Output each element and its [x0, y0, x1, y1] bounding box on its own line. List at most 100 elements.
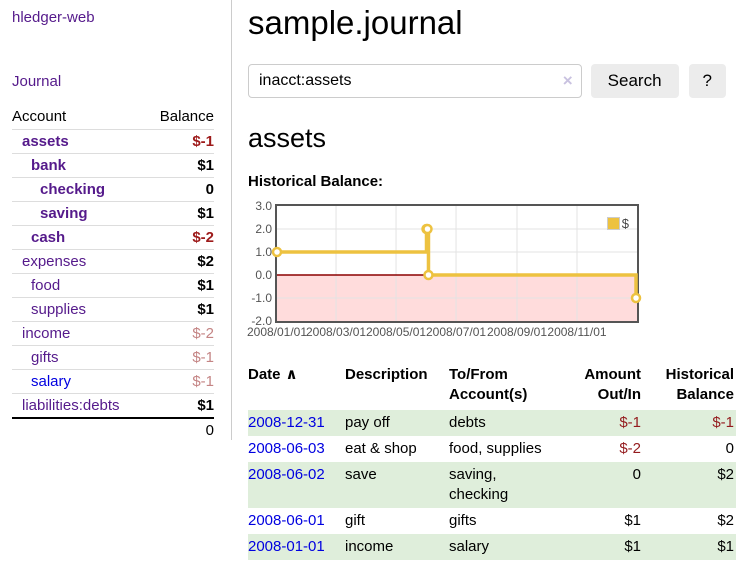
account-link[interactable]: income: [22, 325, 71, 342]
y-tick-label: 3.0: [255, 198, 272, 213]
y-tick-label: -2.0: [251, 313, 272, 328]
account-row: assets $-1: [12, 129, 214, 154]
transaction-balance: 0: [725, 439, 734, 457]
account-balance: $1: [146, 153, 214, 178]
account-link[interactable]: liabilities:debts: [22, 397, 120, 414]
data-point-marker: [271, 246, 283, 258]
transaction-balance: $-1: [712, 413, 734, 431]
account-link[interactable]: salary: [31, 373, 72, 390]
transaction-description: gift: [345, 511, 366, 529]
account-link[interactable]: checking: [40, 181, 106, 198]
legend-swatch-icon: [606, 216, 620, 230]
transaction-accounts: salary: [449, 537, 490, 555]
sidebar: hledger-web Journal Account Balance asse…: [0, 0, 232, 442]
transaction-description: eat & shop: [345, 439, 417, 457]
transaction-balance: $2: [717, 465, 734, 483]
transaction-amount: $1: [624, 537, 641, 555]
transaction-date-link[interactable]: 2008-01-01: [248, 537, 325, 555]
register-header-date[interactable]: Date ∧: [248, 362, 345, 410]
help-button[interactable]: ?: [688, 63, 726, 98]
account-balance: $-1: [146, 369, 214, 394]
transaction-balance: $1: [717, 537, 734, 555]
y-tick-label: 1.0: [255, 244, 272, 259]
x-tick-label: 2008/07/01: [425, 324, 487, 339]
account-balance: $2: [146, 249, 214, 274]
chart-title: Historical Balance:: [248, 172, 384, 190]
balance-chart: 3.0 2.0 1.0 0.0 -1.0 -2.0 $ 2008/01/01 2008/03…: [246, 198, 726, 341]
register-header-balance: Historical Balance: [665, 365, 734, 403]
sort-ascending-icon: ∧: [285, 365, 298, 383]
nav-journal-link[interactable]: Journal: [12, 73, 62, 90]
account-row: food $1: [12, 273, 214, 298]
date-header-label: Date: [248, 365, 281, 383]
account-link[interactable]: cash: [31, 229, 66, 246]
transaction-row[interactable]: 2008-12-31 pay off debts $-1 $-1: [248, 409, 736, 436]
x-tick-label: 2008/03/01: [305, 324, 367, 339]
account-balance: $1: [146, 201, 214, 226]
account-row: income $-2: [12, 321, 214, 346]
legend-series-label: $: [621, 215, 629, 231]
page-title: sample.journal: [248, 4, 463, 41]
accounts-header-balance: Balance: [159, 108, 214, 125]
account-link[interactable]: supplies: [31, 301, 87, 318]
account-balance: $-2: [146, 225, 214, 250]
register-body: 2008-12-31 pay off debts $-1 $-1 2008-06-03 ea…: [248, 409, 736, 560]
x-tick-label: 2008/01/01: [246, 324, 308, 339]
account-row: salary $-1: [12, 369, 214, 394]
transaction-accounts: saving, checking: [449, 465, 509, 503]
transaction-row[interactable]: 2008-06-03 eat & shop food, supplies $-2 0: [248, 436, 736, 462]
transaction-date-link[interactable]: 2008-06-02: [248, 465, 325, 483]
transaction-row[interactable]: 2008-06-01 gift gifts $1 $2: [248, 508, 736, 534]
account-link[interactable]: bank: [31, 157, 67, 174]
transaction-description: income: [345, 537, 394, 555]
search-form: × Search ?: [248, 63, 726, 98]
account-link[interactable]: assets: [22, 133, 69, 150]
account-balance: $1: [146, 297, 214, 322]
transaction-date-cell: 2008-06-02: [248, 462, 345, 508]
app-brand-link[interactable]: hledger-web: [12, 9, 95, 26]
data-point-marker: [423, 269, 434, 281]
accounts-total-spacer: [12, 417, 147, 442]
transaction-amount: $-1: [619, 413, 641, 431]
transaction-amount: 0: [632, 465, 641, 483]
chart-plot-area[interactable]: $: [271, 203, 642, 323]
register-header-amount: Amount Out/In: [584, 365, 641, 403]
transaction-amount: $-2: [619, 439, 641, 457]
transaction-row[interactable]: 2008-01-01 income salary $1 $1: [248, 533, 736, 560]
transaction-date-link[interactable]: 2008-06-03: [248, 439, 325, 457]
register-header-row: Date ∧ Description To/From Account(s) Amo…: [248, 362, 736, 410]
account-balance: $-1: [146, 129, 214, 154]
account-balance: $-1: [146, 345, 214, 370]
transaction-date-link[interactable]: 2008-12-31: [248, 413, 325, 431]
account-link[interactable]: expenses: [22, 253, 87, 270]
account-heading: assets: [248, 122, 327, 153]
data-point-marker: [630, 292, 642, 304]
x-tick-label: 2008/11/01: [547, 324, 607, 339]
transaction-date-cell: 2008-06-01: [248, 508, 345, 534]
transaction-row[interactable]: 2008-06-02 save saving, checking 0 $2: [248, 461, 736, 508]
register-header-description: Description: [345, 365, 428, 383]
account-row: saving $1: [12, 201, 214, 226]
account-link[interactable]: food: [31, 277, 61, 294]
account-balance: $1: [146, 393, 214, 418]
transaction-amount: $1: [624, 511, 641, 529]
chart-canvas: [271, 205, 642, 321]
account-row: gifts $-1: [12, 345, 214, 370]
register-header-accounts: To/From Account(s): [449, 365, 528, 403]
clear-search-icon[interactable]: ×: [562, 70, 573, 90]
search-button[interactable]: Search: [590, 63, 679, 98]
account-row: supplies $1: [12, 297, 214, 322]
transaction-description: pay off: [345, 413, 390, 431]
y-tick-label: -1.0: [251, 290, 272, 305]
accounts-header-account: Account: [12, 108, 67, 125]
account-link[interactable]: gifts: [31, 349, 59, 366]
account-balance: 0: [146, 177, 214, 202]
transaction-description: save: [345, 465, 377, 483]
transaction-date-link[interactable]: 2008-06-01: [248, 511, 325, 529]
transaction-balance: $2: [717, 511, 734, 529]
transaction-date-cell: 2008-06-03: [248, 436, 345, 462]
account-link[interactable]: saving: [40, 205, 88, 222]
search-input[interactable]: [248, 63, 582, 98]
account-balance: $-2: [146, 321, 214, 346]
accounts-body: assets $-1 bank $1 checking 0 saving $1 cash $-2 e…: [12, 129, 214, 418]
